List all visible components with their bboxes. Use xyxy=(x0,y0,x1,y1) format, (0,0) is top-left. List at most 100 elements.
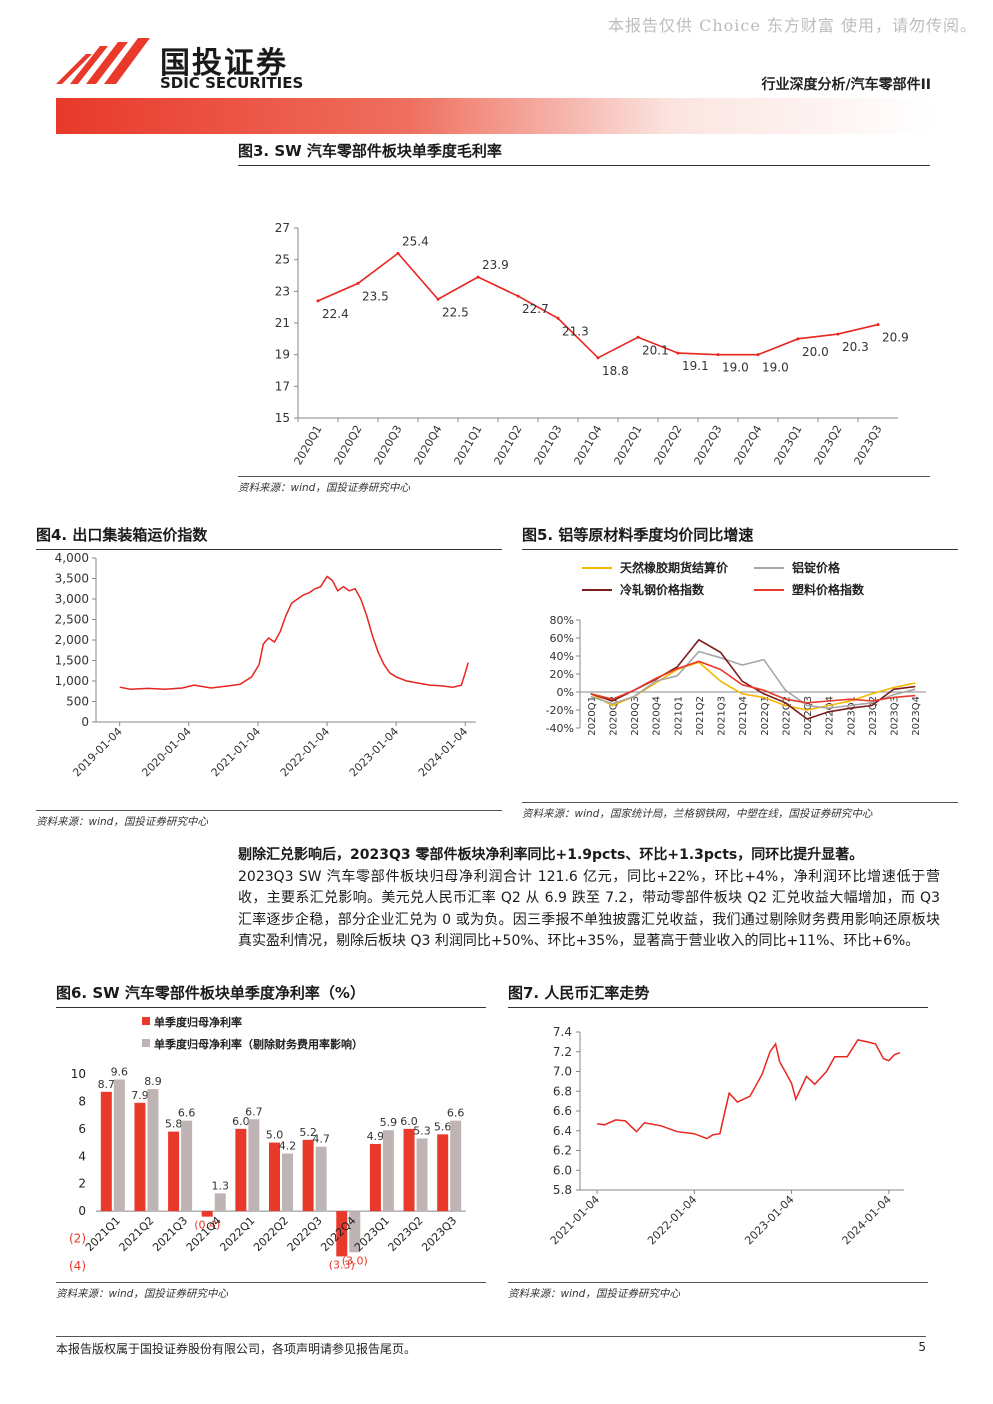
data-label: 6.6 xyxy=(447,1107,465,1120)
fig5-title: 图5. 铝等原材料季度均价同比增速 xyxy=(522,524,958,550)
y-tick-label: 5.8 xyxy=(553,1183,572,1197)
x-tick-label: 2023Q3 xyxy=(852,423,885,467)
data-label: 20.0 xyxy=(802,345,829,359)
report-category: 行业深度分析/汽车零部件II xyxy=(761,77,931,93)
data-label: 8.9 xyxy=(144,1075,162,1088)
x-tick-label: 2019-01-04 xyxy=(70,725,124,779)
footer-disclaimer: 本报告版权属于国投证券股份有限公司，各项声明请参见报告尾页。 xyxy=(56,1342,417,1356)
data-point xyxy=(436,297,440,301)
y-tick-label: 7.2 xyxy=(553,1045,572,1059)
legend-swatch xyxy=(142,1039,150,1047)
x-tick-label: 2020Q1 xyxy=(587,696,598,736)
data-label: 18.8 xyxy=(602,364,629,378)
legend-swatch xyxy=(142,1017,150,1025)
x-tick-label: 2021Q4 xyxy=(738,696,749,736)
data-label: 5.3 xyxy=(413,1124,431,1137)
data-point xyxy=(756,353,760,357)
y-tick-label: 6.4 xyxy=(553,1124,572,1138)
logo-cn: 国投证券 xyxy=(160,46,288,81)
bar xyxy=(369,1143,381,1212)
x-tick-label: 2022Q2 xyxy=(652,423,685,467)
data-label: 6.0 xyxy=(232,1115,250,1128)
data-point xyxy=(596,356,600,360)
x-tick-label: 2023-01-04 xyxy=(347,725,401,779)
legend-label: 铝锭价格 xyxy=(792,560,841,575)
data-label: 1.3 xyxy=(211,1179,229,1192)
fig3-title: 图3. SW 汽车零部件板块单季度毛利率 xyxy=(238,140,930,166)
x-tick-label: 2024-01-04 xyxy=(416,725,470,779)
header-bar xyxy=(56,98,936,134)
data-point xyxy=(676,351,680,355)
data-label: 20.3 xyxy=(842,340,869,354)
y-tick-label: 19 xyxy=(275,348,290,362)
y-tick-label: 7.4 xyxy=(553,1025,572,1039)
fig4-source: 资料来源：wind，国投证券研究中心 xyxy=(36,810,502,829)
bar xyxy=(168,1131,180,1212)
data-point xyxy=(716,353,720,357)
bar xyxy=(235,1128,247,1212)
x-tick-label: 2021-01-04 xyxy=(548,1193,602,1247)
bar xyxy=(100,1091,112,1212)
bar xyxy=(315,1146,327,1212)
fig6-source: 资料来源：wind，国投证券研究中心 xyxy=(56,1282,486,1301)
y-tick-label: 3,500 xyxy=(55,572,89,586)
bar xyxy=(282,1153,293,1212)
bar xyxy=(134,1102,146,1212)
data-label: 5.9 xyxy=(380,1116,398,1129)
body-paragraph: 剔除汇兑影响后，2023Q3 零部件板块净利率同比+1.9pcts、环比+1.3… xyxy=(238,845,940,953)
bar xyxy=(113,1079,125,1212)
data-point xyxy=(556,316,560,320)
x-tick-label: 2020Q4 xyxy=(652,696,663,736)
y-tick-label: 80% xyxy=(550,614,574,627)
y-tick-label: 40% xyxy=(550,650,574,663)
y-tick-label: 6.2 xyxy=(553,1144,572,1158)
y-tick-label: (4) xyxy=(69,1259,86,1273)
y-tick-label: 2,500 xyxy=(55,613,89,627)
x-tick-label: 2021Q2 xyxy=(492,423,525,467)
x-tick-label: 2022Q3 xyxy=(803,696,814,736)
bar xyxy=(214,1193,226,1212)
x-tick-label: 2022Q4 xyxy=(825,696,836,736)
x-tick-label: 2023Q3 xyxy=(890,696,901,736)
data-point xyxy=(356,281,360,285)
fig4-chart: 0 500 1,000 1,500 2,000 2,500 3,000 3,500 4,000 2… xyxy=(55,551,476,779)
x-tick-label: 2020Q2 xyxy=(608,696,619,736)
x-tick-label: 2021Q3 xyxy=(150,1214,190,1254)
logo-stripes-icon xyxy=(56,38,150,84)
data-label: 9.6 xyxy=(111,1065,128,1078)
x-tick-label: 2022Q1 xyxy=(760,696,771,736)
fig3-source: 资料来源：wind，国投证券研究中心 xyxy=(238,476,930,495)
page-number: 5 xyxy=(918,1340,926,1354)
x-tick-label: 2023-01-04 xyxy=(742,1193,796,1247)
legend-label: 塑料价格指数 xyxy=(792,582,865,597)
series-line xyxy=(317,252,879,359)
x-tick-label: 2022Q4 xyxy=(732,423,765,467)
bar xyxy=(416,1138,428,1212)
x-tick-label: 2021Q3 xyxy=(717,696,728,736)
data-label: 19.1 xyxy=(682,359,709,373)
x-tick-label: 2021Q1 xyxy=(83,1214,123,1254)
data-label: 4.9 xyxy=(367,1130,385,1143)
y-tick-label: 1,500 xyxy=(55,654,89,668)
x-tick-label: 2022Q2 xyxy=(251,1214,291,1254)
y-tick-label: 0 xyxy=(78,1204,86,1218)
y-tick-label: 500 xyxy=(66,695,89,709)
bar xyxy=(248,1119,260,1212)
y-tick-label: 1,000 xyxy=(55,674,89,688)
x-tick-label: 2021-01-04 xyxy=(209,725,263,779)
series-line xyxy=(596,1039,901,1140)
y-tick-label: 20% xyxy=(550,668,574,681)
x-tick-label: 2023Q4 xyxy=(911,696,922,736)
bar xyxy=(437,1134,449,1212)
data-label: 22.4 xyxy=(322,307,349,321)
x-tick-label: 2020Q4 xyxy=(412,423,445,467)
y-tick-label: 2 xyxy=(78,1177,86,1191)
series-line xyxy=(590,650,916,710)
bar xyxy=(382,1130,394,1212)
data-label: 5.8 xyxy=(165,1118,183,1131)
x-tick-label: 2020Q1 xyxy=(292,423,325,467)
legend-label: 天然橡胶期货结算价 xyxy=(620,560,729,575)
data-point xyxy=(836,332,840,336)
x-tick-label: 2020Q3 xyxy=(630,696,641,736)
data-label: 25.4 xyxy=(402,234,429,248)
